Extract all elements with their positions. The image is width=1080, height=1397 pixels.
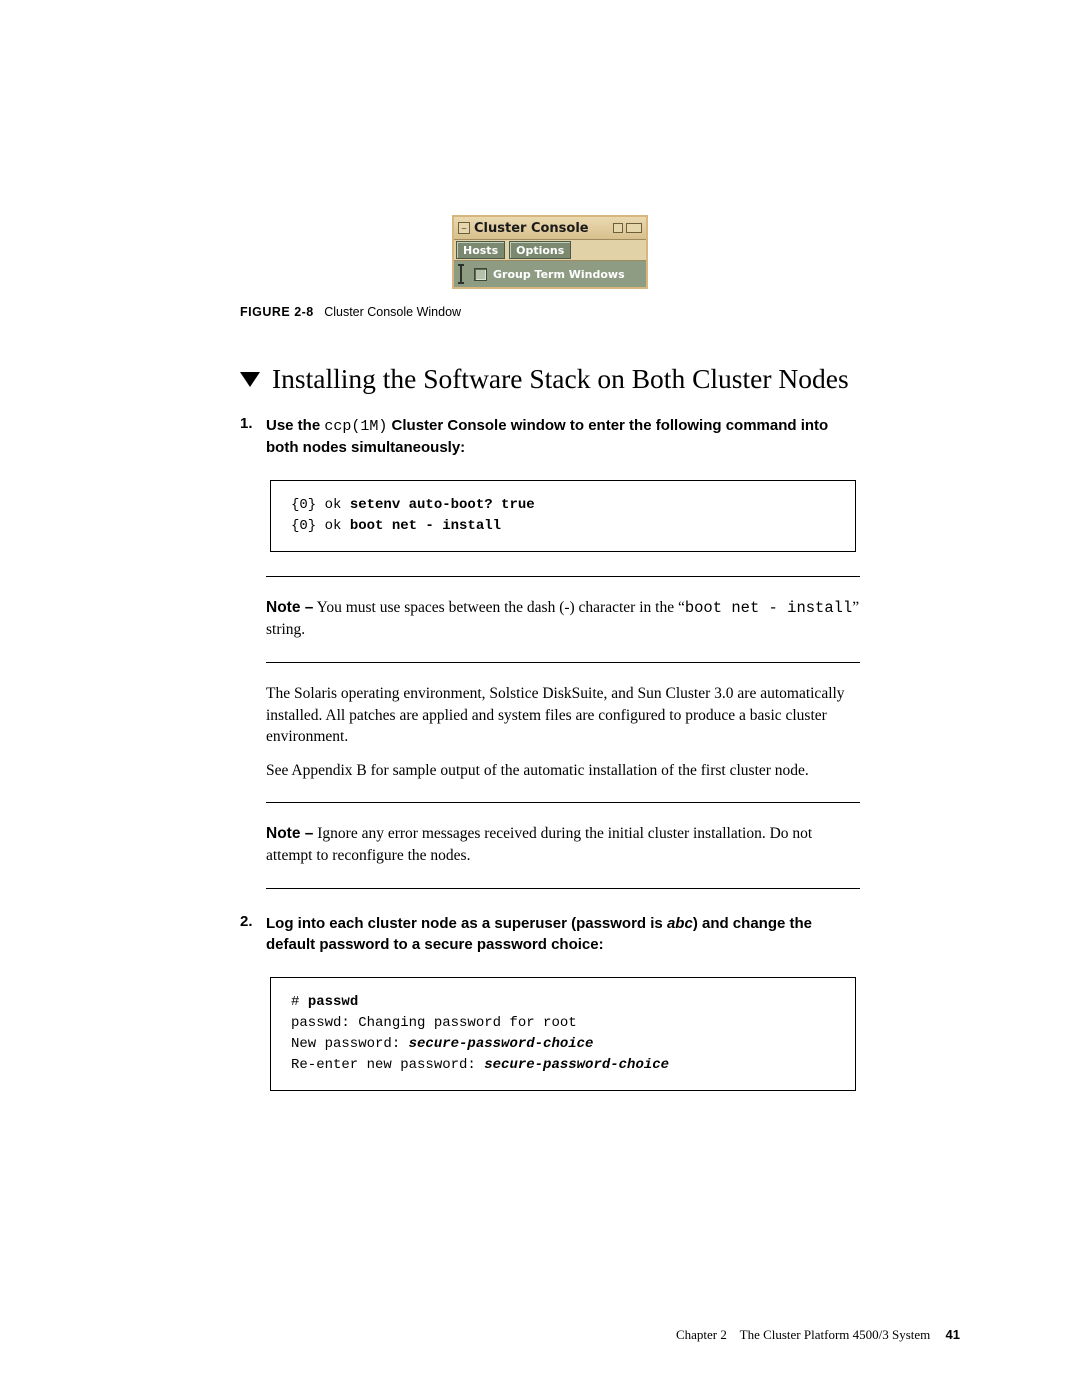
text-caret-icon (458, 264, 464, 284)
window-titlebar: – Cluster Console (454, 217, 646, 240)
rule (266, 662, 860, 663)
paragraph-1: The Solaris operating environment, Solst… (266, 683, 860, 748)
window-maximize-icon[interactable] (626, 223, 642, 233)
footer-page-number: 41 (946, 1327, 960, 1342)
group-term-label: Group Term Windows (493, 268, 625, 281)
window-menubar: Hosts Options (454, 240, 646, 261)
cluster-console-window: – Cluster Console Hosts Options Group Te… (452, 215, 648, 289)
content-area: – Cluster Console Hosts Options Group Te… (240, 215, 860, 1091)
step-2: Log into each cluster node as a superuse… (240, 913, 860, 1091)
figure-caption-text: Cluster Console Window (324, 305, 461, 319)
page-footer: Chapter 2 The Cluster Platform 4500/3 Sy… (676, 1327, 960, 1343)
note-2: Note – Ignore any error messages receive… (266, 823, 860, 868)
window-body: Group Term Windows (454, 261, 646, 287)
ccp-command: ccp(1M) (324, 418, 387, 435)
rule (266, 888, 860, 889)
steps-list: Use the ccp(1M) Cluster Console window t… (240, 415, 860, 1091)
footer-title: The Cluster Platform 4500/3 System (740, 1327, 931, 1342)
menu-hosts[interactable]: Hosts (456, 241, 505, 259)
group-term-checkbox[interactable] (474, 268, 487, 281)
rule (266, 802, 860, 803)
figure-caption: FIGURE 2-8 Cluster Console Window (240, 305, 860, 319)
code-block-2: # passwd passwd: Changing password for r… (270, 977, 856, 1091)
rule (266, 576, 860, 577)
paragraph-2: See Appendix B for sample output of the … (266, 760, 860, 782)
window-title: Cluster Console (474, 221, 610, 236)
note-1: Note – You must use spaces between the d… (266, 597, 860, 642)
code-block-1: {0} ok setenv auto-boot? true {0} ok boo… (270, 480, 856, 552)
cluster-console-figure: – Cluster Console Hosts Options Group Te… (452, 215, 648, 289)
window-menu-icon[interactable]: – (458, 222, 470, 234)
section-title: Installing the Software Stack on Both Cl… (272, 363, 849, 395)
step-1-text: Use the ccp(1M) Cluster Console window t… (266, 415, 860, 458)
footer-chapter: Chapter 2 (676, 1327, 727, 1342)
menu-options[interactable]: Options (509, 241, 571, 259)
triangle-down-icon (240, 372, 260, 387)
step-1: Use the ccp(1M) Cluster Console window t… (240, 415, 860, 889)
figure-label: FIGURE 2-8 (240, 305, 314, 319)
page: – Cluster Console Hosts Options Group Te… (0, 0, 1080, 1397)
step-2-text: Log into each cluster node as a superuse… (266, 913, 860, 955)
section-heading: Installing the Software Stack on Both Cl… (240, 363, 860, 395)
window-minimize-icon[interactable] (613, 223, 623, 233)
